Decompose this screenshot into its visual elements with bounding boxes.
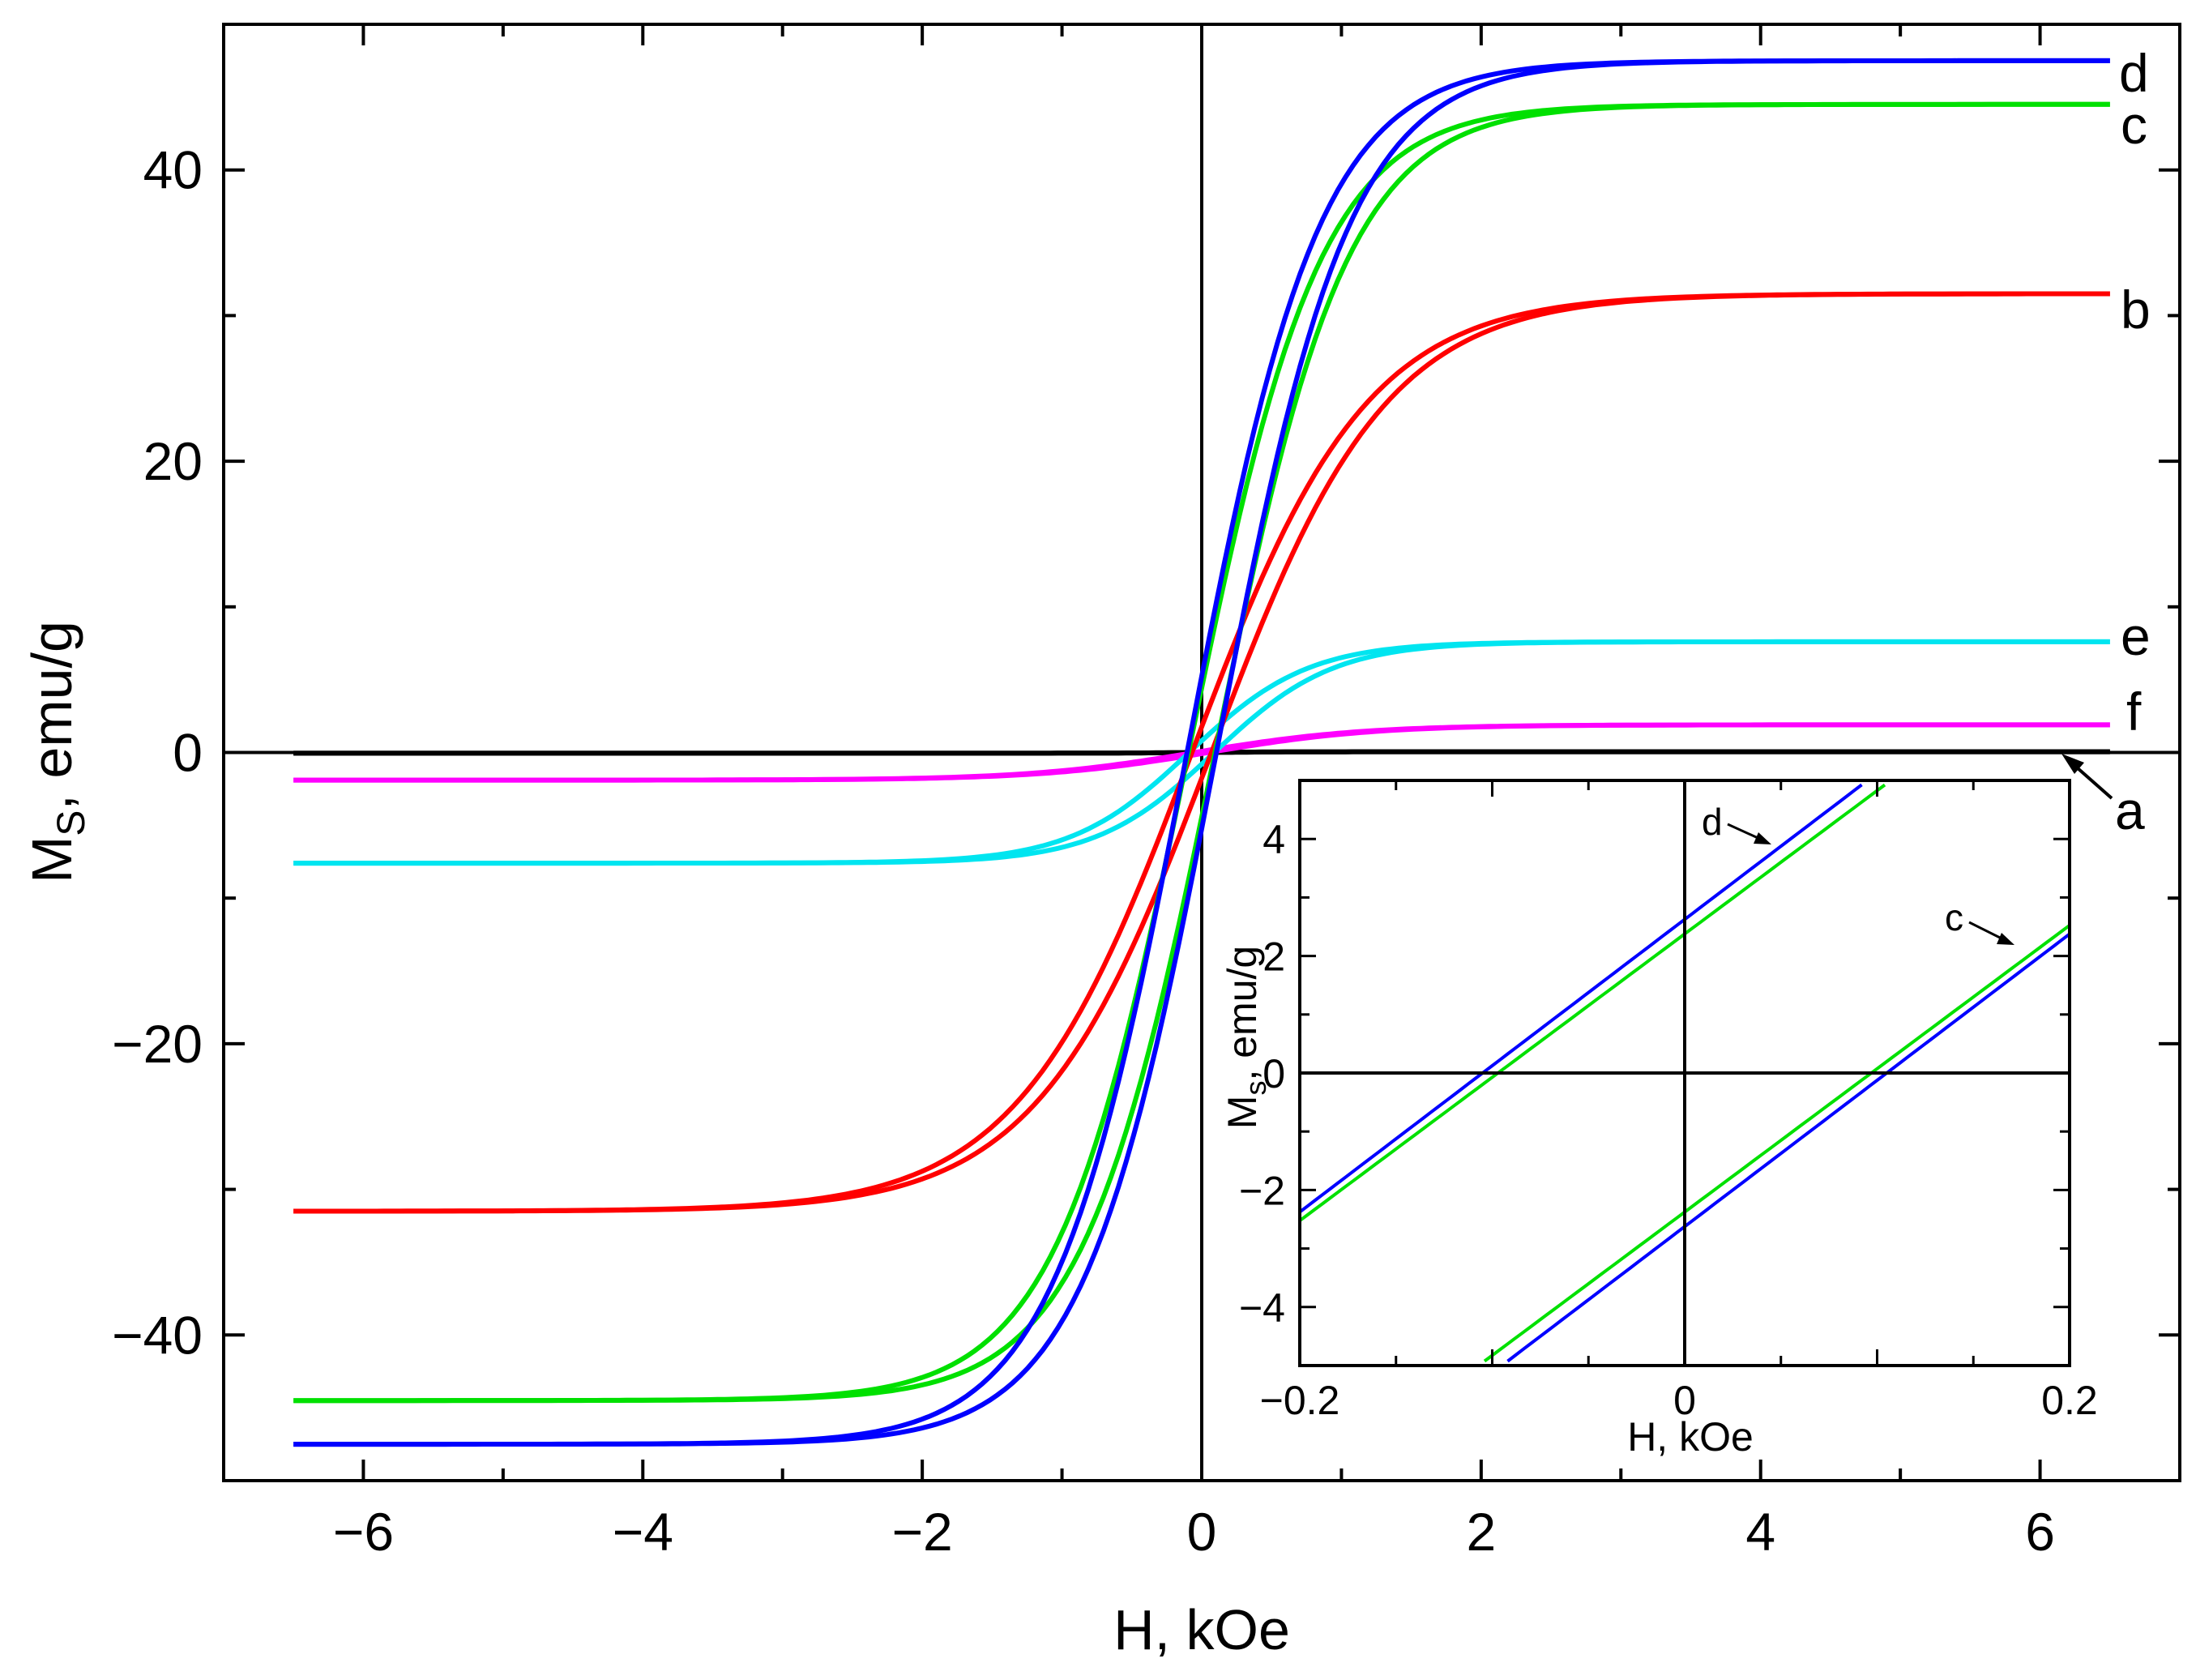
y-tick-label: −20: [112, 1014, 203, 1074]
inset-ticks: [1298, 779, 2071, 1367]
y-axis-title-main: M: [20, 836, 83, 883]
inset-y-tick-label: 0: [1262, 1051, 1285, 1096]
curve-label-b: b: [2121, 280, 2151, 340]
inset-y-tick-label: −4: [1239, 1285, 1285, 1331]
inset-series: [1298, 783, 2071, 1363]
series-e-descending-branch: [293, 639, 2110, 866]
curve-label-a-arrowhead: [2061, 754, 2084, 774]
inset-tick-labels: −0.2 0 0.2 −4 −2 0 2 4: [1239, 817, 2098, 1423]
y-tick-label: −40: [112, 1305, 203, 1365]
inset-y-tick-label: 4: [1262, 817, 1285, 862]
curve-label-e: e: [2121, 606, 2151, 666]
inset-y-axis-title-main: M: [1220, 1096, 1265, 1130]
inset-curve-label-c-arrowhead: [1997, 933, 2014, 945]
inset-y-axis-title-sub: s: [1239, 1081, 1272, 1096]
inset-curve-label-c: c: [1945, 896, 1963, 938]
series-d-descending-branch: [293, 58, 2110, 1447]
x-tick-label: 6: [2025, 1502, 2055, 1562]
inset-series-c-lower-branch: [1483, 924, 2071, 1363]
curve-label-a: a: [2115, 780, 2145, 840]
series-b-descending-branch: [293, 291, 2110, 1214]
inset-y-tick-label: 2: [1262, 934, 1285, 980]
inset-x-tick-label: −0.2: [1260, 1378, 1340, 1423]
y-tick-label: 20: [143, 431, 203, 491]
x-tick-label: 2: [1466, 1502, 1496, 1562]
inset-series-c-upper-branch: [1298, 783, 1886, 1222]
inset-curve-label-d: d: [1702, 801, 1723, 843]
x-axis-title: H, kOe: [1113, 1598, 1290, 1661]
inset-y-axis-title-rest: , emu/g: [1220, 946, 1265, 1081]
main-ticks: [222, 23, 2181, 1482]
inset-y-tick-label: −2: [1239, 1168, 1285, 1213]
x-tick-label: −6: [333, 1502, 394, 1562]
inset-series-d-upper-branch: [1298, 783, 1863, 1214]
x-tick-label: 0: [1187, 1502, 1217, 1562]
inset-y-axis-title: Ms, emu/g: [1220, 946, 1272, 1129]
curve-label-d: d: [2119, 43, 2149, 103]
x-tick-label: 4: [1745, 1502, 1775, 1562]
inset-x-tick-label: 0.2: [2041, 1378, 2098, 1423]
y-axis-title: MS, emu/g: [20, 621, 93, 883]
x-tick-label: −2: [892, 1502, 953, 1562]
y-axis-title-rest: , emu/g: [20, 621, 83, 810]
main-series: [293, 58, 2110, 1447]
curve-label-c: c: [2121, 95, 2147, 155]
y-axis-title-sub: S: [50, 810, 93, 836]
x-tick-label: −4: [613, 1502, 673, 1562]
inset-curve-label-d-arrowhead: [1754, 832, 1771, 844]
inset-x-axis-title: H, kOe: [1627, 1414, 1754, 1460]
inset-x-tick-label: 0: [1673, 1378, 1696, 1423]
inset-zero-lines: [1300, 780, 2070, 1366]
y-tick-label: 40: [143, 140, 203, 200]
curve-label-f: f: [2126, 682, 2142, 742]
inset-series-d-lower-branch: [1506, 932, 2071, 1363]
series-f-descending-branch: [293, 722, 2110, 783]
y-tick-label: 0: [173, 723, 203, 783]
